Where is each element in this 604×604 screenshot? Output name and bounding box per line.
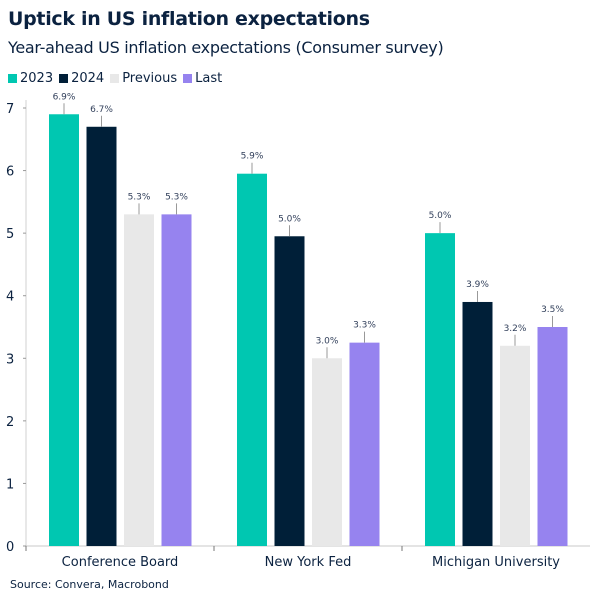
legend-label: 2024 xyxy=(71,71,105,86)
category-label: New York Fed xyxy=(265,555,352,570)
y-tick-label: 2 xyxy=(6,415,14,430)
y-tick-label: 1 xyxy=(6,477,14,492)
category-label: Michigan University xyxy=(432,555,560,570)
legend-item-2023: 2023 xyxy=(8,71,53,86)
data-label: 5.3% xyxy=(165,192,188,202)
chart-title: Uptick in US inflation expectations xyxy=(8,8,370,30)
data-label: 5.0% xyxy=(278,214,301,224)
bar-2023-new-york-fed xyxy=(237,173,267,546)
legend-label: Last xyxy=(195,71,223,86)
bar-previous-new-york-fed xyxy=(312,358,342,546)
bar-last-new-york-fed xyxy=(349,342,380,546)
bar-2024-new-york-fed xyxy=(274,236,305,546)
data-label: 5.3% xyxy=(128,192,151,202)
bar-previous-conference-board xyxy=(124,214,154,546)
source-note: Source: Convera, Macrobond xyxy=(10,578,169,591)
y-tick-label: 3 xyxy=(6,352,14,367)
legend-item-last: Last xyxy=(183,71,222,86)
data-label: 5.9% xyxy=(241,152,264,162)
legend-label: Previous xyxy=(122,71,178,86)
bar-2024-michigan-university xyxy=(462,301,493,546)
bar-previous-michigan-university xyxy=(500,345,530,546)
legend-item-previous: Previous xyxy=(110,71,177,86)
bar-last-michigan-university xyxy=(537,327,568,546)
data-label: 3.3% xyxy=(353,321,376,331)
category-label: Conference Board xyxy=(62,555,179,570)
y-tick-label: 4 xyxy=(6,290,14,305)
legend-swatch xyxy=(59,74,69,83)
data-label: 3.0% xyxy=(316,336,339,346)
data-label: 6.9% xyxy=(53,92,76,102)
y-tick-label: 7 xyxy=(6,102,14,117)
data-label: 3.2% xyxy=(504,324,527,334)
legend-swatch xyxy=(8,74,17,83)
chart-subtitle: Year-ahead US inflation expectations (Co… xyxy=(8,38,444,57)
y-tick-label: 6 xyxy=(6,165,14,180)
bar-2024-conference-board xyxy=(86,126,117,547)
data-label: 5.0% xyxy=(429,211,452,221)
bar-last-conference-board xyxy=(161,214,192,546)
legend: 2023 2024 Previous Last xyxy=(8,71,222,86)
data-label: 3.5% xyxy=(541,305,564,315)
legend-item-2024: 2024 xyxy=(59,71,104,86)
legend-label: 2023 xyxy=(20,71,54,86)
y-tick-label: 5 xyxy=(6,227,14,242)
legend-swatch xyxy=(183,74,193,83)
bar-2023-conference-board xyxy=(49,114,79,546)
data-label: 3.9% xyxy=(466,280,489,290)
bar-2023-michigan-university xyxy=(425,233,455,546)
y-tick-label: 0 xyxy=(6,540,14,555)
data-label: 6.7% xyxy=(90,105,113,115)
legend-swatch xyxy=(110,74,120,83)
